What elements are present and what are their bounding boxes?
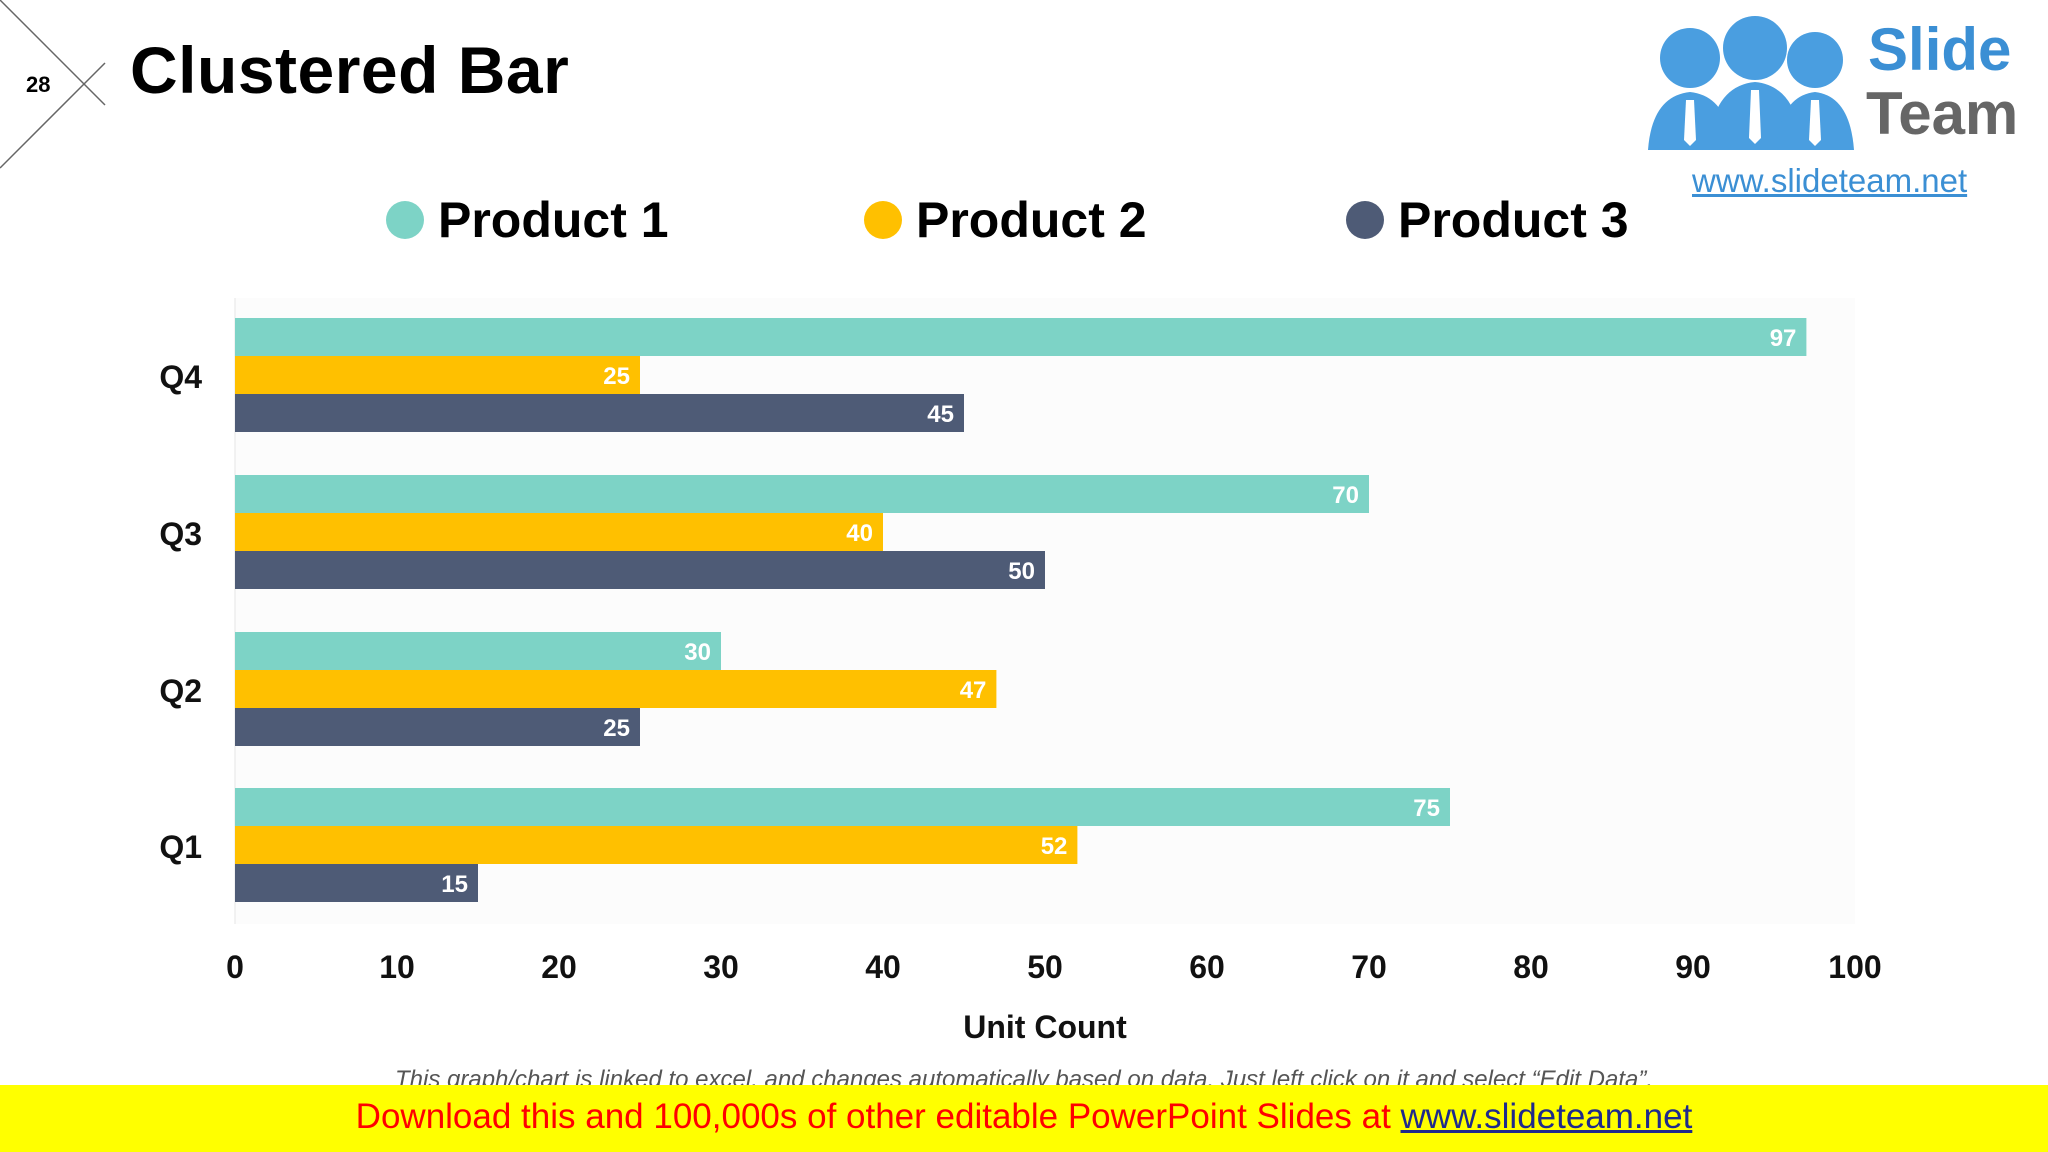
download-banner: Download this and 100,000s of other edit… [0,1085,2048,1152]
slide-number-frame [0,0,106,169]
bar-q1-product-1 [235,788,1450,826]
legend-item-product-1: Product 1 [386,190,669,250]
bar-q4-product-3 [235,394,964,432]
x-tick-label: 50 [1027,949,1063,985]
legend-label: Product 1 [438,192,669,248]
logo-word-slide: Slide [1868,16,2011,83]
legend-item-product-2: Product 2 [864,190,1147,250]
bar-q1-product-2 [235,826,1078,864]
category-label-q3: Q3 [159,516,202,552]
data-label-q4-product-1: 97 [1770,325,1797,352]
data-label-q2-product-1: 30 [684,639,711,666]
x-tick-label: 20 [541,949,577,985]
bar-q4-product-2 [235,356,640,394]
data-label-q1-product-3: 15 [441,871,468,898]
category-label-q1: Q1 [159,829,202,865]
data-label-q2-product-2: 47 [960,677,987,704]
x-tick-label: 40 [865,949,901,985]
banner-link[interactable]: www.slideteam.net [1400,1097,1693,1136]
legend-swatch-icon [386,201,424,239]
x-tick-label: 70 [1351,949,1387,985]
data-label-q4-product-2: 25 [603,363,630,390]
chart-legend: Product 1 Product 2 Product 3 [0,190,2048,250]
people-icon [1648,16,1854,150]
bar-q3-product-1 [235,475,1369,513]
category-label-q2: Q2 [159,673,202,709]
x-tick-label: 0 [226,949,244,985]
slide-title: Clustered Bar [130,33,570,107]
legend-swatch-icon [864,201,902,239]
x-tick-label: 80 [1513,949,1549,985]
x-axis-title: Unit Count [963,1009,1127,1045]
x-tick-label: 10 [379,949,415,985]
slide-number: 28 [26,72,51,97]
logo-word-team: Team [1866,80,2018,147]
bar-q2-product-2 [235,670,997,708]
slideteam-logo: Slide Team [1648,16,2018,150]
legend-label: Product 2 [916,192,1147,248]
bar-q2-product-3 [235,708,640,746]
data-label-q4-product-3: 45 [927,401,954,428]
x-tick-label: 30 [703,949,739,985]
clustered-bar-chart: Q1 75 52 15 Q2 30 47 25 Q3 70 40 50 Q4 97 25 45 0 10 20 30 4… [159,298,1882,1045]
bar-q1-product-3 [235,864,478,902]
data-label-q1-product-2: 52 [1041,833,1068,860]
data-label-q3-product-1: 70 [1332,482,1359,509]
category-label-q4: Q4 [159,359,202,395]
data-label-q1-product-1: 75 [1413,795,1440,822]
banner-message: Download this and 100,000s of other edit… [355,1097,1401,1136]
logo-url-link[interactable]: www.slideteam.net [1692,162,1968,199]
bar-q4-product-1 [235,318,1807,356]
data-label-q2-product-3: 25 [603,715,630,742]
bar-q3-product-3 [235,551,1045,589]
data-label-q3-product-3: 50 [1008,558,1035,585]
bar-q2-product-1 [235,632,721,670]
banner-text: Download this and 100,000s of other edit… [0,1097,2048,1137]
bar-q3-product-2 [235,513,883,551]
legend-label: Product 3 [1398,192,1629,248]
x-tick-label: 60 [1189,949,1225,985]
legend-item-product-3: Product 3 [1346,190,1629,250]
x-tick-label: 90 [1675,949,1711,985]
legend-swatch-icon [1346,201,1384,239]
x-tick-label: 100 [1828,949,1881,985]
data-label-q3-product-2: 40 [846,520,873,547]
